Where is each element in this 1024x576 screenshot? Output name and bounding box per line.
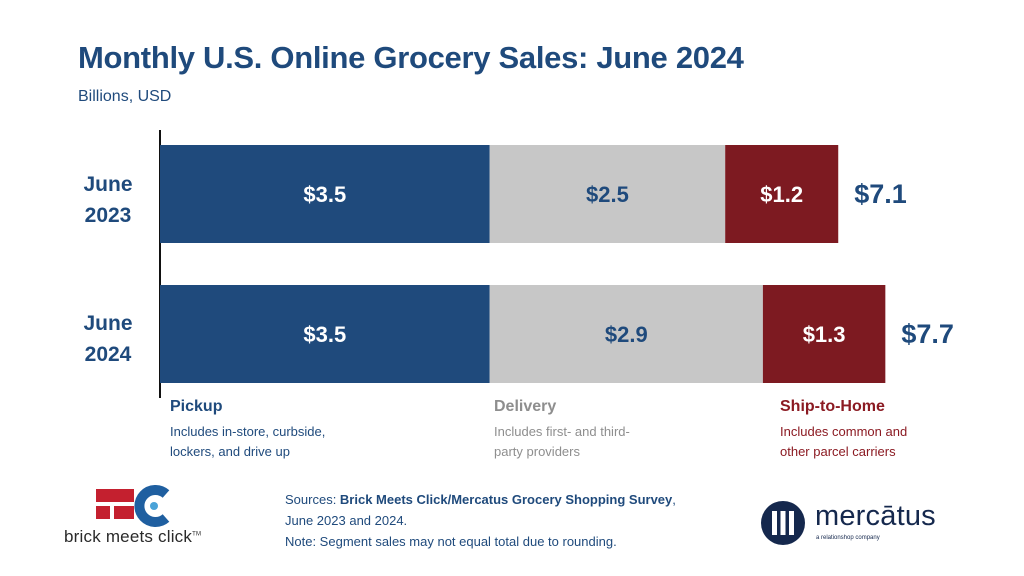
sources-survey-name: Brick Meets Click/Mercatus Grocery Shopp…: [339, 492, 673, 507]
rounding-note: Note: Segment sales may not equal total …: [285, 534, 617, 549]
trademark-mark: TM: [192, 531, 202, 538]
bar-ship-to-home-june-2024: [762, 285, 886, 383]
legend-delivery: Delivery Includes first- and third- part…: [494, 398, 630, 462]
sources-dates: June 2023 and 2024.: [285, 513, 408, 528]
chart-title: Monthly U.S. Online Grocery Sales: June …: [78, 40, 744, 75]
bar-delivery-june-2023: [489, 145, 726, 243]
mercatus-wordmark: mercātus: [815, 500, 936, 532]
legend-pickup: Pickup Includes in-store, curbside, lock…: [170, 398, 325, 462]
sources-prefix: Sources:: [285, 492, 340, 507]
mercatus-logo-icon: [761, 501, 805, 545]
row-label-year: 2024: [84, 343, 132, 366]
data-label-ship-to-home-june-2023: $1.2: [760, 182, 803, 207]
bar-pickup-june-2023: [160, 145, 490, 243]
data-label-delivery-june-2023: $2.5: [586, 182, 629, 207]
mercatus-tagline: a relationshop company: [816, 535, 880, 541]
legend-ship-to-home-name: Ship-to-Home: [780, 398, 885, 415]
legend-delivery-desc-2: party providers: [494, 444, 580, 459]
total-label-june-2023: $7.1: [854, 179, 907, 209]
bar-delivery-june-2024: [489, 285, 763, 383]
bar-ship-to-home-june-2023: [725, 145, 839, 243]
legend-pickup-name: Pickup: [170, 398, 223, 415]
row-label-june-2023: June 2023: [58, 169, 158, 231]
row-label-month: June: [83, 173, 133, 196]
legend-delivery-desc-1: Includes first- and third-: [494, 424, 630, 439]
bar-pickup-june-2024: [160, 285, 490, 383]
data-label-delivery-june-2024: $2.9: [605, 322, 648, 347]
legend-ship-to-home-desc-2: other parcel carriers: [780, 444, 896, 459]
total-label-june-2024: $7.7: [901, 319, 954, 349]
row-label-month: June: [83, 312, 133, 335]
legend-delivery-name: Delivery: [494, 398, 557, 415]
brick-meets-click-logo-icon: [96, 485, 170, 527]
legend-pickup-desc-2: lockers, and drive up: [170, 444, 290, 459]
legend-pickup-desc-1: Includes in-store, curbside,: [170, 424, 326, 439]
data-label-ship-to-home-june-2024: $1.3: [803, 322, 846, 347]
sources-suffix: ,: [672, 492, 676, 507]
chart-subtitle: Billions, USD: [78, 88, 172, 105]
row-label-year: 2023: [84, 204, 132, 227]
legend-ship-to-home: Ship-to-Home Includes common and other p…: [780, 398, 907, 462]
sources-note: Sources: Brick Meets Click/Mercatus Groc…: [285, 489, 676, 552]
data-label-pickup-june-2024: $3.5: [303, 322, 346, 347]
legend-ship-to-home-desc-1: Includes common and: [780, 424, 908, 439]
row-label-june-2024: June 2024: [58, 308, 158, 370]
data-label-pickup-june-2023: $3.5: [303, 182, 346, 207]
brick-meets-click-name: brick meets click: [64, 527, 193, 546]
brick-meets-click-wordmark: brick meets clickTM: [64, 527, 201, 547]
